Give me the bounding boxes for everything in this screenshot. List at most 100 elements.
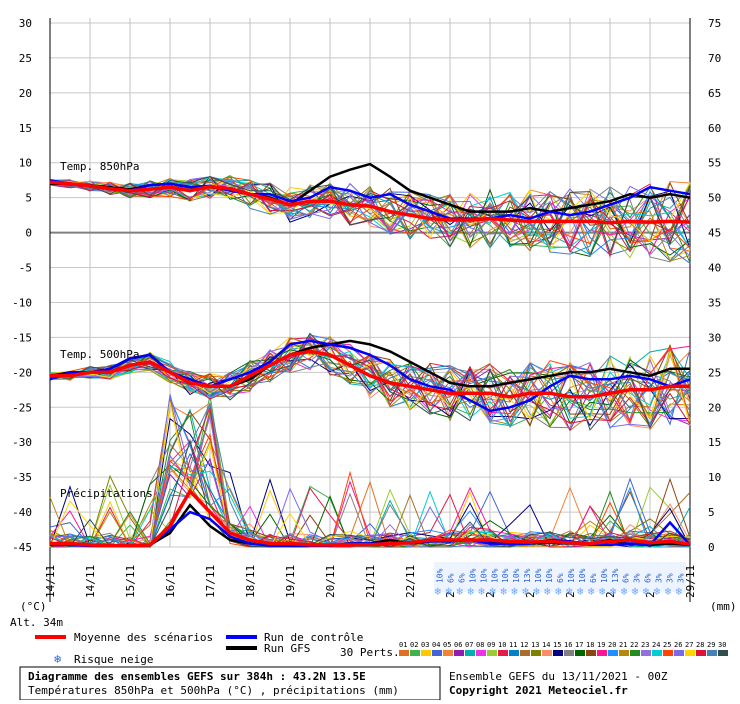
- pert-legend-swatch: [652, 650, 662, 656]
- pert-legend-swatch: [674, 650, 684, 656]
- y-axis-left-unit: (°C): [20, 600, 47, 613]
- footer-subtitle: Températures 850hPa et 500hPa (°C) , pré…: [28, 684, 399, 697]
- y-tick-left: 0: [25, 227, 32, 240]
- legend-snow-label: Risque neige: [74, 653, 153, 666]
- altitude-label: Alt. 34m: [10, 616, 63, 629]
- pert-legend-swatch: [432, 650, 442, 656]
- pert-legend-label: 13: [531, 641, 539, 649]
- snowflake-icon: ❄: [489, 585, 496, 598]
- snowflake-icon: ❄: [665, 585, 672, 598]
- footer-copyright: Copyright 2021 Meteociel.fr: [449, 684, 628, 697]
- y-tick-right: 65: [708, 87, 721, 100]
- pert-legend-swatch: [509, 650, 519, 656]
- y-tick-right: 25: [708, 366, 721, 379]
- pert-legend-label: 21: [619, 641, 627, 649]
- pert-legend-swatch: [421, 650, 431, 656]
- x-tick: 18/11: [244, 565, 257, 598]
- pert-legend-swatch: [476, 650, 486, 656]
- y-tick-right: 55: [708, 157, 721, 170]
- y-tick-left: -35: [12, 471, 32, 484]
- pert-legend-label: 06: [454, 641, 462, 649]
- x-tick: 16/11: [164, 565, 177, 598]
- y-tick-right: 35: [708, 296, 721, 309]
- pert-legend-swatch: [553, 650, 563, 656]
- snow-risk-value: 6%: [457, 573, 466, 583]
- snow-risk-value: 10%: [468, 568, 477, 583]
- pert-legend-label: 19: [597, 641, 605, 649]
- snowflake-icon: ❄: [643, 585, 650, 598]
- pert-legend-swatch: [597, 650, 607, 656]
- pert-legend-swatch: [454, 650, 464, 656]
- main-series-lines: [49, 162, 691, 548]
- pert-legend-label: 30: [718, 641, 726, 649]
- series-line-precip: [50, 488, 691, 548]
- snowflake-icon: ❄: [610, 585, 617, 598]
- snowflake-icon: ❄: [54, 652, 61, 666]
- pert-legend-swatch: [608, 650, 618, 656]
- footer-title: Diagramme des ensembles GEFS sur 384h : …: [28, 670, 366, 683]
- footer-run: Ensemble GEFS du 13/11/2021 - 00Z: [449, 670, 668, 683]
- snowflake-icon: ❄: [544, 585, 551, 598]
- panel-label-precip: Précipitations: [60, 487, 153, 500]
- snow-risk-value: 6%: [556, 573, 565, 583]
- snow-risk-value: 10%: [534, 568, 543, 583]
- snowflake-icon: ❄: [500, 585, 507, 598]
- snow-risk-bar: 10%❄6%❄6%❄10%❄10%❄10%❄10%❄10%❄13%❄10%❄10…: [434, 562, 686, 598]
- panel-label-850: Temp. 850hPa: [60, 160, 139, 173]
- pert-legend-swatch: [498, 650, 508, 656]
- pert-legend-swatch: [641, 650, 651, 656]
- x-tick: 29/11: [684, 565, 697, 598]
- pert-legend-label: 23: [641, 641, 649, 649]
- pert-line-500: [49, 342, 691, 426]
- pert-legend-label: 09: [487, 641, 495, 649]
- y-tick-left: 25: [19, 52, 32, 65]
- pert-legend-swatch: [542, 650, 552, 656]
- pert-line-850: [49, 180, 691, 255]
- x-tick: 17/11: [204, 565, 217, 598]
- pert-legend-swatch: [410, 650, 420, 656]
- chart-grid: [49, 18, 691, 602]
- series-line-850: [49, 180, 691, 225]
- pert-legend-label: 04: [432, 641, 440, 649]
- y-tick-right: 75: [708, 17, 721, 30]
- snow-risk-value: 3%: [677, 573, 686, 583]
- snow-risk-value: 10%: [479, 568, 488, 583]
- y-axis-right-unit: (mm): [710, 600, 737, 613]
- snowflake-icon: ❄: [566, 585, 573, 598]
- snow-risk-value: 10%: [435, 568, 444, 583]
- pert-legend-swatch: [531, 650, 541, 656]
- legend-gfs-label: Run GFS: [264, 642, 310, 655]
- pert-legend-label: 08: [476, 641, 484, 649]
- perturbation-legend: 01 02 03 04 05 06 07 08 09 10 11 12 13 14 15 16 17 18 19 20…: [399, 641, 728, 656]
- snow-risk-value: 6%: [622, 573, 631, 583]
- x-tick: 20/11: [324, 565, 337, 598]
- pert-legend-label: 11: [509, 641, 517, 649]
- snow-risk-value: 6%: [589, 573, 598, 583]
- pert-legend-swatch: [487, 650, 497, 656]
- y-tick-left: 20: [19, 87, 32, 100]
- snow-risk-value: 13%: [523, 568, 532, 583]
- pert-legend-swatch: [619, 650, 629, 656]
- legend-perts-label: 30 Perts.: [340, 646, 400, 659]
- pert-legend-swatch: [685, 650, 695, 656]
- y-tick-left: -15: [12, 331, 32, 344]
- pert-line-precip: [49, 438, 691, 548]
- panel-label-500: Temp. 500hPa: [60, 348, 139, 361]
- x-tick: 14/11: [44, 565, 57, 598]
- pert-legend-label: 28: [696, 641, 704, 649]
- pert-legend-swatch: [718, 650, 728, 656]
- legend-control-label: Run de contrôle: [264, 631, 363, 644]
- pert-legend-swatch: [696, 650, 706, 656]
- pert-line-850: [49, 175, 691, 255]
- pert-legend-label: 22: [630, 641, 638, 649]
- pert-legend-label: 17: [575, 641, 583, 649]
- pert-legend-label: 29: [707, 641, 715, 649]
- snowflake-icon: ❄: [478, 585, 485, 598]
- snow-risk-value: 3%: [666, 573, 675, 583]
- snow-risk-value: 6%: [446, 573, 455, 583]
- y-tick-left: -30: [12, 436, 32, 449]
- footer-box: [19, 666, 441, 701]
- snowflake-icon: ❄: [555, 585, 562, 598]
- pert-line-precip: [49, 394, 691, 548]
- pert-legend-swatch: [564, 650, 574, 656]
